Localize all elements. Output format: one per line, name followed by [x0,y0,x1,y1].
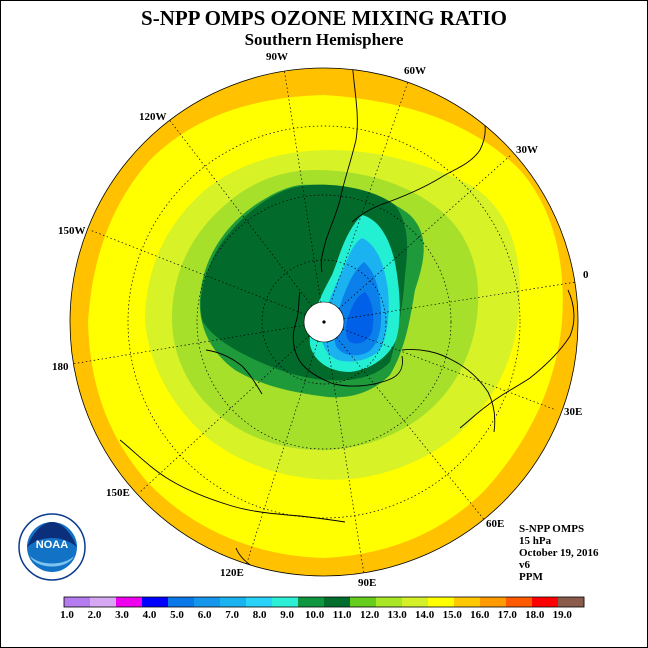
coastline-south-america [320,68,358,273]
south-pole-marker [322,320,326,324]
hole-core [345,292,374,344]
colorbar-labels: 1.0 2.0 3.0 4.0 5.0 6.0 7.0 8.0 9.0 10.0 11.0 12.0 1… [60,609,572,621]
colorbar-label: 18.0 [525,609,545,621]
lon-label-150w: 150W [58,225,86,237]
colorbar-label: 10.0 [305,609,325,621]
colorbar-label: 11.0 [333,609,352,621]
colorbar-swatches [64,597,585,607]
colorbar-label: 5.0 [170,609,184,621]
colorbar-swatch [350,597,377,607]
colorbar-swatch [428,597,455,607]
colorbar-swatch [194,597,221,607]
colorbar-swatch [64,597,91,607]
colorbar-label: 12.0 [360,609,380,621]
colorbar-label: 13.0 [388,609,408,621]
lon-label-60w: 60W [404,65,426,77]
coastline-ross-sea [205,349,263,395]
lon-label-150e: 150E [106,487,130,499]
colorbar-label: 15.0 [443,609,463,621]
colorbar-swatch [220,597,247,607]
lon-label-30e: 30E [564,406,582,418]
coastline-antarctic-peninsula [292,291,403,387]
colorbar-swatch [506,597,533,607]
info-units: PPM [519,571,543,583]
colorbar-swatch [116,597,143,607]
colorbar-swatch [168,597,195,607]
colorbar-label: 17.0 [498,609,518,621]
info-date: October 19, 2016 [519,547,599,559]
colorbar-label: 3.0 [115,609,129,621]
colorbar-label: 6.0 [198,609,212,621]
lon-label-120w: 120W [139,111,167,123]
colorbar-label: 7.0 [225,609,239,621]
colorbar-swatch [376,597,403,607]
colorbar-swatch [298,597,325,607]
colorbar-swatch [480,597,507,607]
coastline-antarctica-east [401,349,496,433]
lon-label-90e: 90E [358,577,376,589]
colorbar-swatch [142,597,169,607]
colorbar-outline [63,596,585,608]
noaa-logo-text: NOAA [36,539,68,551]
lon-label-60e: 60E [486,518,504,530]
map-title: S-NPP OMPS OZONE MIXING RATIO [141,6,507,30]
colorbar-swatch [402,597,429,607]
colorbar-swatch [532,597,559,607]
colorbar-swatch [558,597,585,607]
info-version: v6 [519,559,530,571]
lon-label-120e: 120E [220,567,244,579]
colorbar-swatch [90,597,117,607]
lon-label-90w: 90W [266,51,288,63]
graticule [71,68,577,575]
colorbar-swatch [454,597,481,607]
lon-label-180: 180 [52,361,69,373]
colorbar-label: 4.0 [143,609,157,621]
colorbar-label: 14.0 [415,609,435,621]
colorbar-swatch [324,597,351,607]
colorbar-label: 19.0 [553,609,573,621]
lon-label-0: 0 [583,269,589,281]
noaa-logo: NOAA [18,513,86,581]
info-pressure: 15 hPa [519,535,552,547]
colorbar: 1.0 2.0 3.0 4.0 5.0 6.0 7.0 8.0 9.0 10.0 11.0 12.0 1… [60,596,585,621]
colorbar-label: 8.0 [253,609,267,621]
colorbar-label: 1.0 [60,609,74,621]
colorbar-swatch [246,597,273,607]
map-boundary [69,67,579,577]
colorbar-label: 9.0 [280,609,294,621]
info-satellite: S-NPP OMPS [519,523,585,535]
lon-label-30w: 30W [516,144,538,156]
colorbar-label: 16.0 [470,609,490,621]
coastline-africa [459,289,575,429]
colorbar-swatch [272,597,299,607]
map-subtitle: Southern Hemisphere [244,30,404,49]
colorbar-label: 2.0 [88,609,102,621]
